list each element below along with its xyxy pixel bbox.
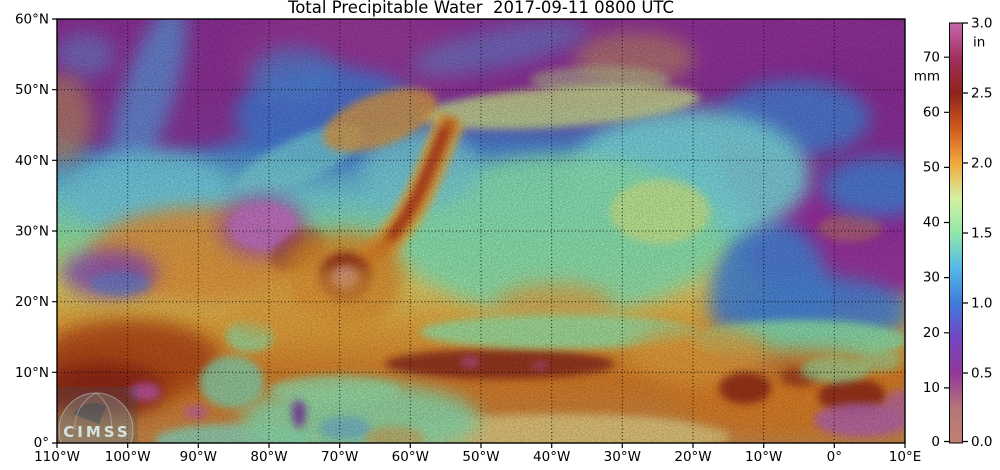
- colorbar-gradient: [949, 22, 963, 444]
- cb-mm-label: 70: [923, 50, 940, 66]
- x-tick-label: 50°W: [462, 449, 499, 465]
- cb-in-label: 1.5: [971, 226, 992, 242]
- y-tick-label: 30°N: [15, 224, 49, 240]
- cb-mm-label: 60: [923, 105, 940, 121]
- satellite-dish-icon: [73, 403, 106, 424]
- page-title: Total Precipitable Water 2017-09-11 0800…: [287, 0, 674, 17]
- cb-in-label: 3.0: [971, 16, 992, 32]
- cb-mm-label: 40: [923, 215, 940, 231]
- colorbar: 70 mm 60 50 40 30 20 10 0 3.0 in 2.5 2.0…: [914, 16, 993, 451]
- y-tick-label: 60°N: [15, 12, 49, 28]
- colorbar-in-ticks: [962, 22, 968, 443]
- y-tick-label: 50°N: [15, 82, 49, 98]
- cb-in-label: 0.0: [971, 434, 992, 450]
- cb-mm-label: 30: [923, 270, 940, 286]
- cb-mm-label: 10: [923, 380, 940, 396]
- y-axis-labels: 60°N 50°N 40°N 30°N 20°N 10°N 0°: [15, 12, 49, 452]
- y-tick-label: 0°: [34, 435, 49, 451]
- x-tick-label: 0°: [827, 449, 842, 465]
- watermark-label: CIMSS: [63, 423, 130, 441]
- y-tick-label: 10°N: [15, 365, 49, 381]
- x-tick-label: 20°W: [674, 449, 711, 465]
- cb-in-label: 0.5: [971, 366, 992, 382]
- x-tick-label: 70°W: [321, 449, 358, 465]
- x-tick-label: 60°W: [392, 449, 429, 465]
- x-tick-label: 40°W: [533, 449, 570, 465]
- x-axis-ticks: [56, 443, 906, 448]
- y-tick-label: 40°N: [15, 153, 49, 169]
- x-tick-label: 10°W: [745, 449, 782, 465]
- x-tick-label: 100°W: [105, 449, 151, 465]
- x-tick-label: 80°W: [250, 449, 287, 465]
- y-axis-ticks: [52, 18, 57, 444]
- cb-in-unit: in: [973, 35, 985, 51]
- x-tick-label: 30°W: [604, 449, 641, 465]
- colorbar-mm-labels: 70 mm 60 50 40 30 20 10 0: [914, 50, 940, 451]
- x-tick-label: 110°W: [34, 449, 80, 465]
- cimss-watermark: CIMSS: [57, 387, 138, 443]
- x-tick-label: 10°E: [889, 449, 921, 465]
- cb-mm-unit: mm: [914, 69, 940, 85]
- cb-mm-label: 20: [923, 325, 940, 341]
- cb-in-label: 2.0: [971, 156, 992, 172]
- colorbar-in-labels: 3.0 in 2.5 2.0 1.5 1.0 0.5 0.0: [971, 16, 992, 451]
- cb-in-label: 1.0: [971, 296, 992, 312]
- cb-mm-label: 50: [923, 160, 940, 176]
- y-tick-label: 20°N: [15, 294, 49, 310]
- graticule: [57, 19, 905, 443]
- x-axis-labels: 110°W 100°W 90°W 80°W 70°W 60°W 50°W 40°…: [34, 449, 921, 465]
- colorbar-mm-ticks: [944, 56, 950, 443]
- x-tick-label: 90°W: [180, 449, 217, 465]
- cb-mm-label: 0: [931, 434, 940, 450]
- cb-in-label: 2.5: [971, 86, 992, 102]
